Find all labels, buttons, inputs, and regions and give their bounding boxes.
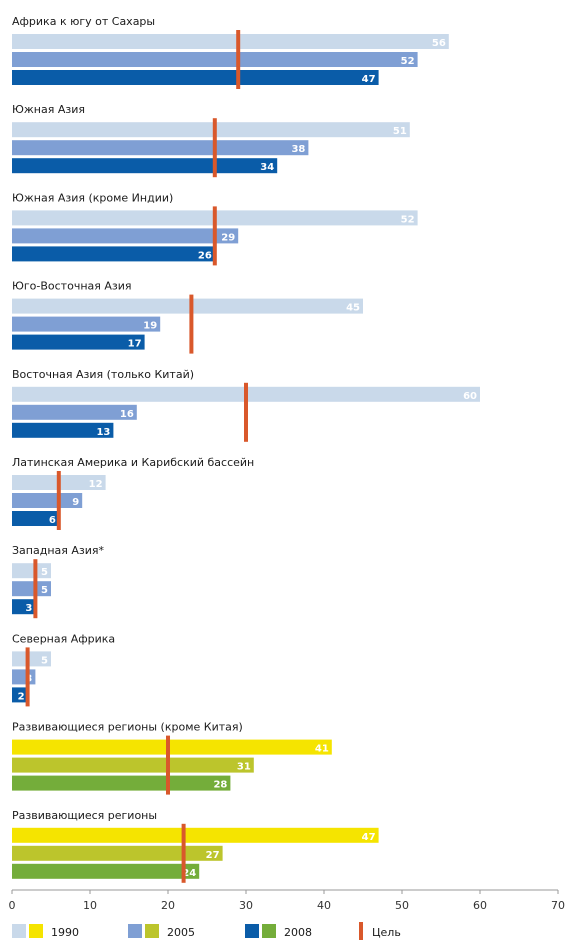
bar-value-label: 17 (128, 339, 142, 350)
x-tick-label: 70 (551, 899, 565, 912)
bar (12, 158, 278, 174)
bar (12, 298, 363, 314)
bar-value-label: 31 (237, 762, 251, 773)
bar-value-label: 24 (182, 868, 196, 879)
bar (12, 52, 418, 67)
legend-swatch-blue (12, 924, 26, 938)
x-tick-label: 20 (161, 899, 175, 912)
bar-value-label: 12 (89, 479, 103, 490)
x-tick-label: 0 (9, 899, 16, 912)
bar-value-label: 47 (362, 832, 376, 843)
bar (12, 34, 449, 49)
bar (12, 757, 254, 773)
legend-swatch-green (262, 924, 276, 938)
bar (12, 775, 231, 791)
group-label: Латинская Америка и Карибский бассейн (12, 456, 254, 469)
target-marker (56, 471, 61, 530)
bar (12, 511, 59, 526)
target-marker (25, 647, 30, 707)
target-marker (212, 206, 217, 266)
legend-swatch-green (145, 924, 159, 938)
bar (12, 739, 332, 755)
target-marker (189, 294, 194, 354)
bar-value-label: 56 (432, 38, 446, 49)
group-label: Африка к югу от Сахары (12, 15, 155, 28)
bar (12, 687, 28, 703)
legend-label: Цель (372, 926, 401, 939)
bar (12, 228, 239, 244)
bar-value-label: 5 (41, 567, 48, 578)
bar-value-label: 16 (120, 409, 134, 420)
legend-label: 2008 (284, 926, 312, 939)
group-label: Восточная Азия (только Китай) (12, 368, 194, 381)
target-marker (33, 559, 38, 619)
bar-value-label: 29 (221, 232, 235, 243)
bar-value-label: 47 (362, 74, 376, 85)
legend-swatch-blue (128, 924, 142, 938)
bar (12, 599, 36, 615)
group-label: Южная Азия (кроме Индии) (12, 191, 173, 204)
group-label: Западная Азия* (12, 544, 105, 557)
x-tick-label: 50 (395, 899, 409, 912)
legend-target-swatch (359, 922, 363, 940)
bar-value-label: 27 (206, 850, 220, 861)
bar-value-label: 13 (96, 427, 110, 438)
legend-swatch-blue (245, 924, 259, 938)
bar-value-label: 26 (198, 250, 212, 261)
target-marker (212, 118, 217, 178)
group-label: Южная Азия (12, 103, 85, 116)
bar-value-label: 52 (401, 214, 415, 225)
bar (12, 334, 145, 350)
legend-swatch-green (29, 924, 43, 938)
bar (12, 404, 137, 420)
group-label: Развивающиеся регионы (12, 809, 157, 822)
x-tick-label: 30 (239, 899, 253, 912)
group-label: Развивающиеся регионы (кроме Китая) (12, 721, 243, 734)
bar-value-label: 45 (346, 303, 360, 314)
bar-value-label: 60 (463, 391, 477, 402)
bar (12, 246, 215, 262)
target-marker (236, 30, 241, 89)
bar (12, 422, 114, 438)
bar-value-label: 2 (18, 691, 25, 702)
x-tick-label: 40 (317, 899, 331, 912)
bar-value-label: 3 (25, 603, 32, 614)
x-tick-label: 60 (473, 899, 487, 912)
bar-value-label: 28 (213, 780, 227, 791)
bar (12, 651, 51, 667)
bar-value-label: 9 (72, 497, 79, 508)
bar-value-label: 38 (291, 144, 305, 155)
target-marker (166, 735, 170, 795)
bar (12, 140, 309, 156)
group-label: Северная Африка (12, 632, 115, 645)
bar-value-label: 34 (260, 162, 274, 173)
group-label: Юго-Восточная Азия (12, 280, 132, 293)
target-marker (244, 382, 248, 442)
bar-value-label: 51 (393, 126, 407, 137)
bar (12, 563, 51, 579)
bar (12, 316, 161, 332)
bar (12, 827, 379, 843)
bar (12, 863, 200, 879)
legend-label: 1990 (51, 926, 79, 939)
bar (12, 493, 83, 508)
bar (12, 845, 223, 861)
target-marker (181, 823, 186, 883)
x-tick-label: 10 (83, 899, 97, 912)
bar-value-label: 5 (41, 655, 48, 666)
bar (12, 70, 379, 85)
legend-label: 2005 (167, 926, 195, 939)
bar-value-label: 6 (49, 515, 56, 526)
bar-value-label: 52 (401, 56, 415, 67)
bar (12, 122, 410, 138)
bar (12, 581, 51, 597)
bar-value-label: 41 (315, 744, 329, 755)
bar-value-label: 19 (143, 321, 157, 332)
bar-value-label: 5 (41, 585, 48, 596)
